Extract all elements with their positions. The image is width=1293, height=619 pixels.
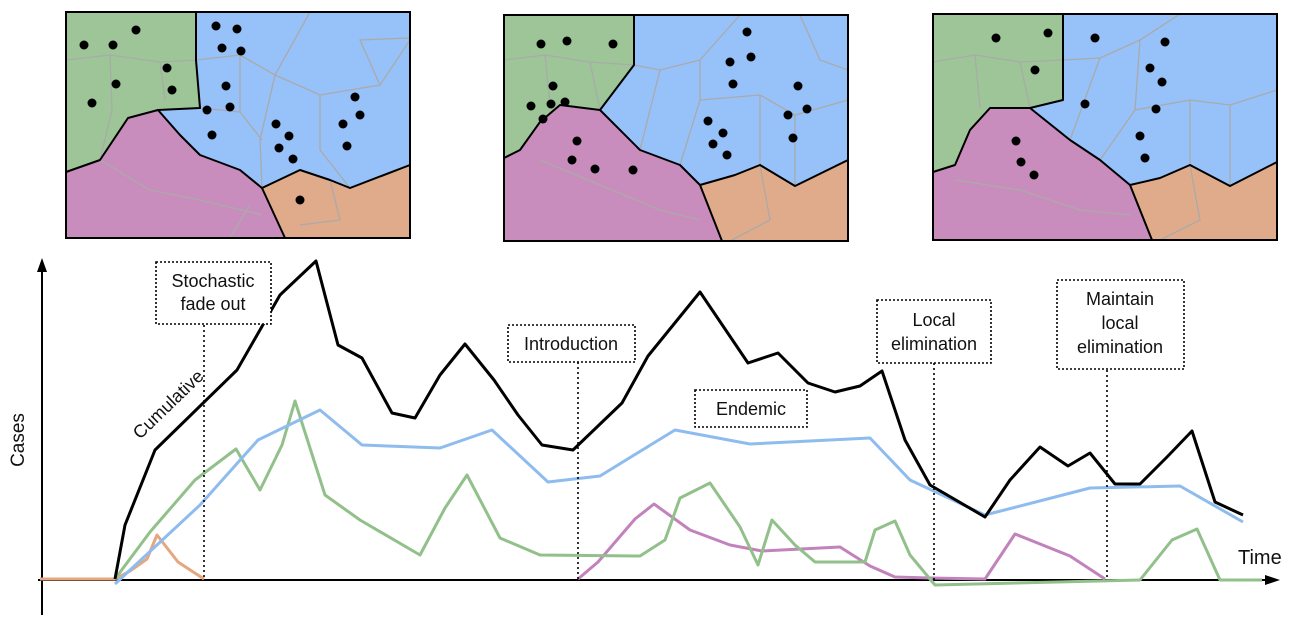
x-axis-label: Time — [1238, 547, 1282, 569]
region-pink — [66, 110, 285, 238]
cumulative-label: Cumulative — [129, 366, 208, 443]
subregion-borders — [503, 14, 849, 242]
case-dots — [526, 27, 812, 175]
case-dots — [79, 21, 365, 205]
annotation-endemic: Endemic — [694, 389, 808, 428]
map-frame — [503, 14, 849, 242]
svg-text:Maintain: Maintain — [1086, 289, 1154, 309]
series-green — [113, 399, 1262, 587]
series-pink — [577, 502, 1106, 581]
y-axis-label: Cases — [8, 413, 29, 467]
region-pink — [933, 108, 1152, 240]
map-panel-2 — [503, 14, 849, 242]
region-green — [504, 15, 634, 158]
series-cumulative — [113, 259, 1244, 580]
x-axis-arrow — [1265, 575, 1280, 585]
map-panel-3 — [932, 13, 1278, 241]
region-green — [933, 14, 1063, 172]
region-green — [66, 12, 200, 172]
annotation-maintain-elimination: Maintain local elimination — [1056, 279, 1185, 370]
svg-text:Endemic: Endemic — [716, 399, 786, 419]
svg-text:elimination: elimination — [891, 334, 977, 354]
event-markers — [203, 325, 1108, 580]
svg-text:elimination: elimination — [1077, 337, 1163, 357]
y-axis-arrow — [37, 258, 47, 272]
time-series-plot: Cases Time Stochastic fade out Introduct… — [8, 258, 1282, 615]
map-frame — [65, 11, 411, 239]
series-blue — [113, 408, 1244, 586]
region-orange — [700, 160, 848, 241]
annotation-local-elimination: Local elimination — [876, 299, 992, 364]
annotation-fadeout: Stochastic fade out — [155, 261, 272, 325]
region-borders — [65, 12, 411, 239]
axes — [37, 258, 1280, 615]
svg-text:Stochastic: Stochastic — [171, 271, 254, 291]
svg-text:local: local — [1101, 313, 1138, 333]
subregion-borders — [65, 11, 411, 239]
region-pink — [504, 105, 722, 241]
annotation-introduction: Introduction — [507, 324, 636, 363]
svg-text:fade out: fade out — [180, 294, 245, 314]
subregion-borders — [932, 13, 1278, 241]
map-frame — [932, 13, 1278, 241]
map-panel-1 — [65, 11, 411, 239]
svg-text:Local: Local — [912, 310, 955, 330]
series-lines — [40, 259, 1262, 587]
svg-text:Introduction: Introduction — [524, 334, 618, 354]
region-borders — [503, 15, 849, 242]
region-borders — [932, 14, 1278, 241]
case-dots — [991, 28, 1170, 180]
